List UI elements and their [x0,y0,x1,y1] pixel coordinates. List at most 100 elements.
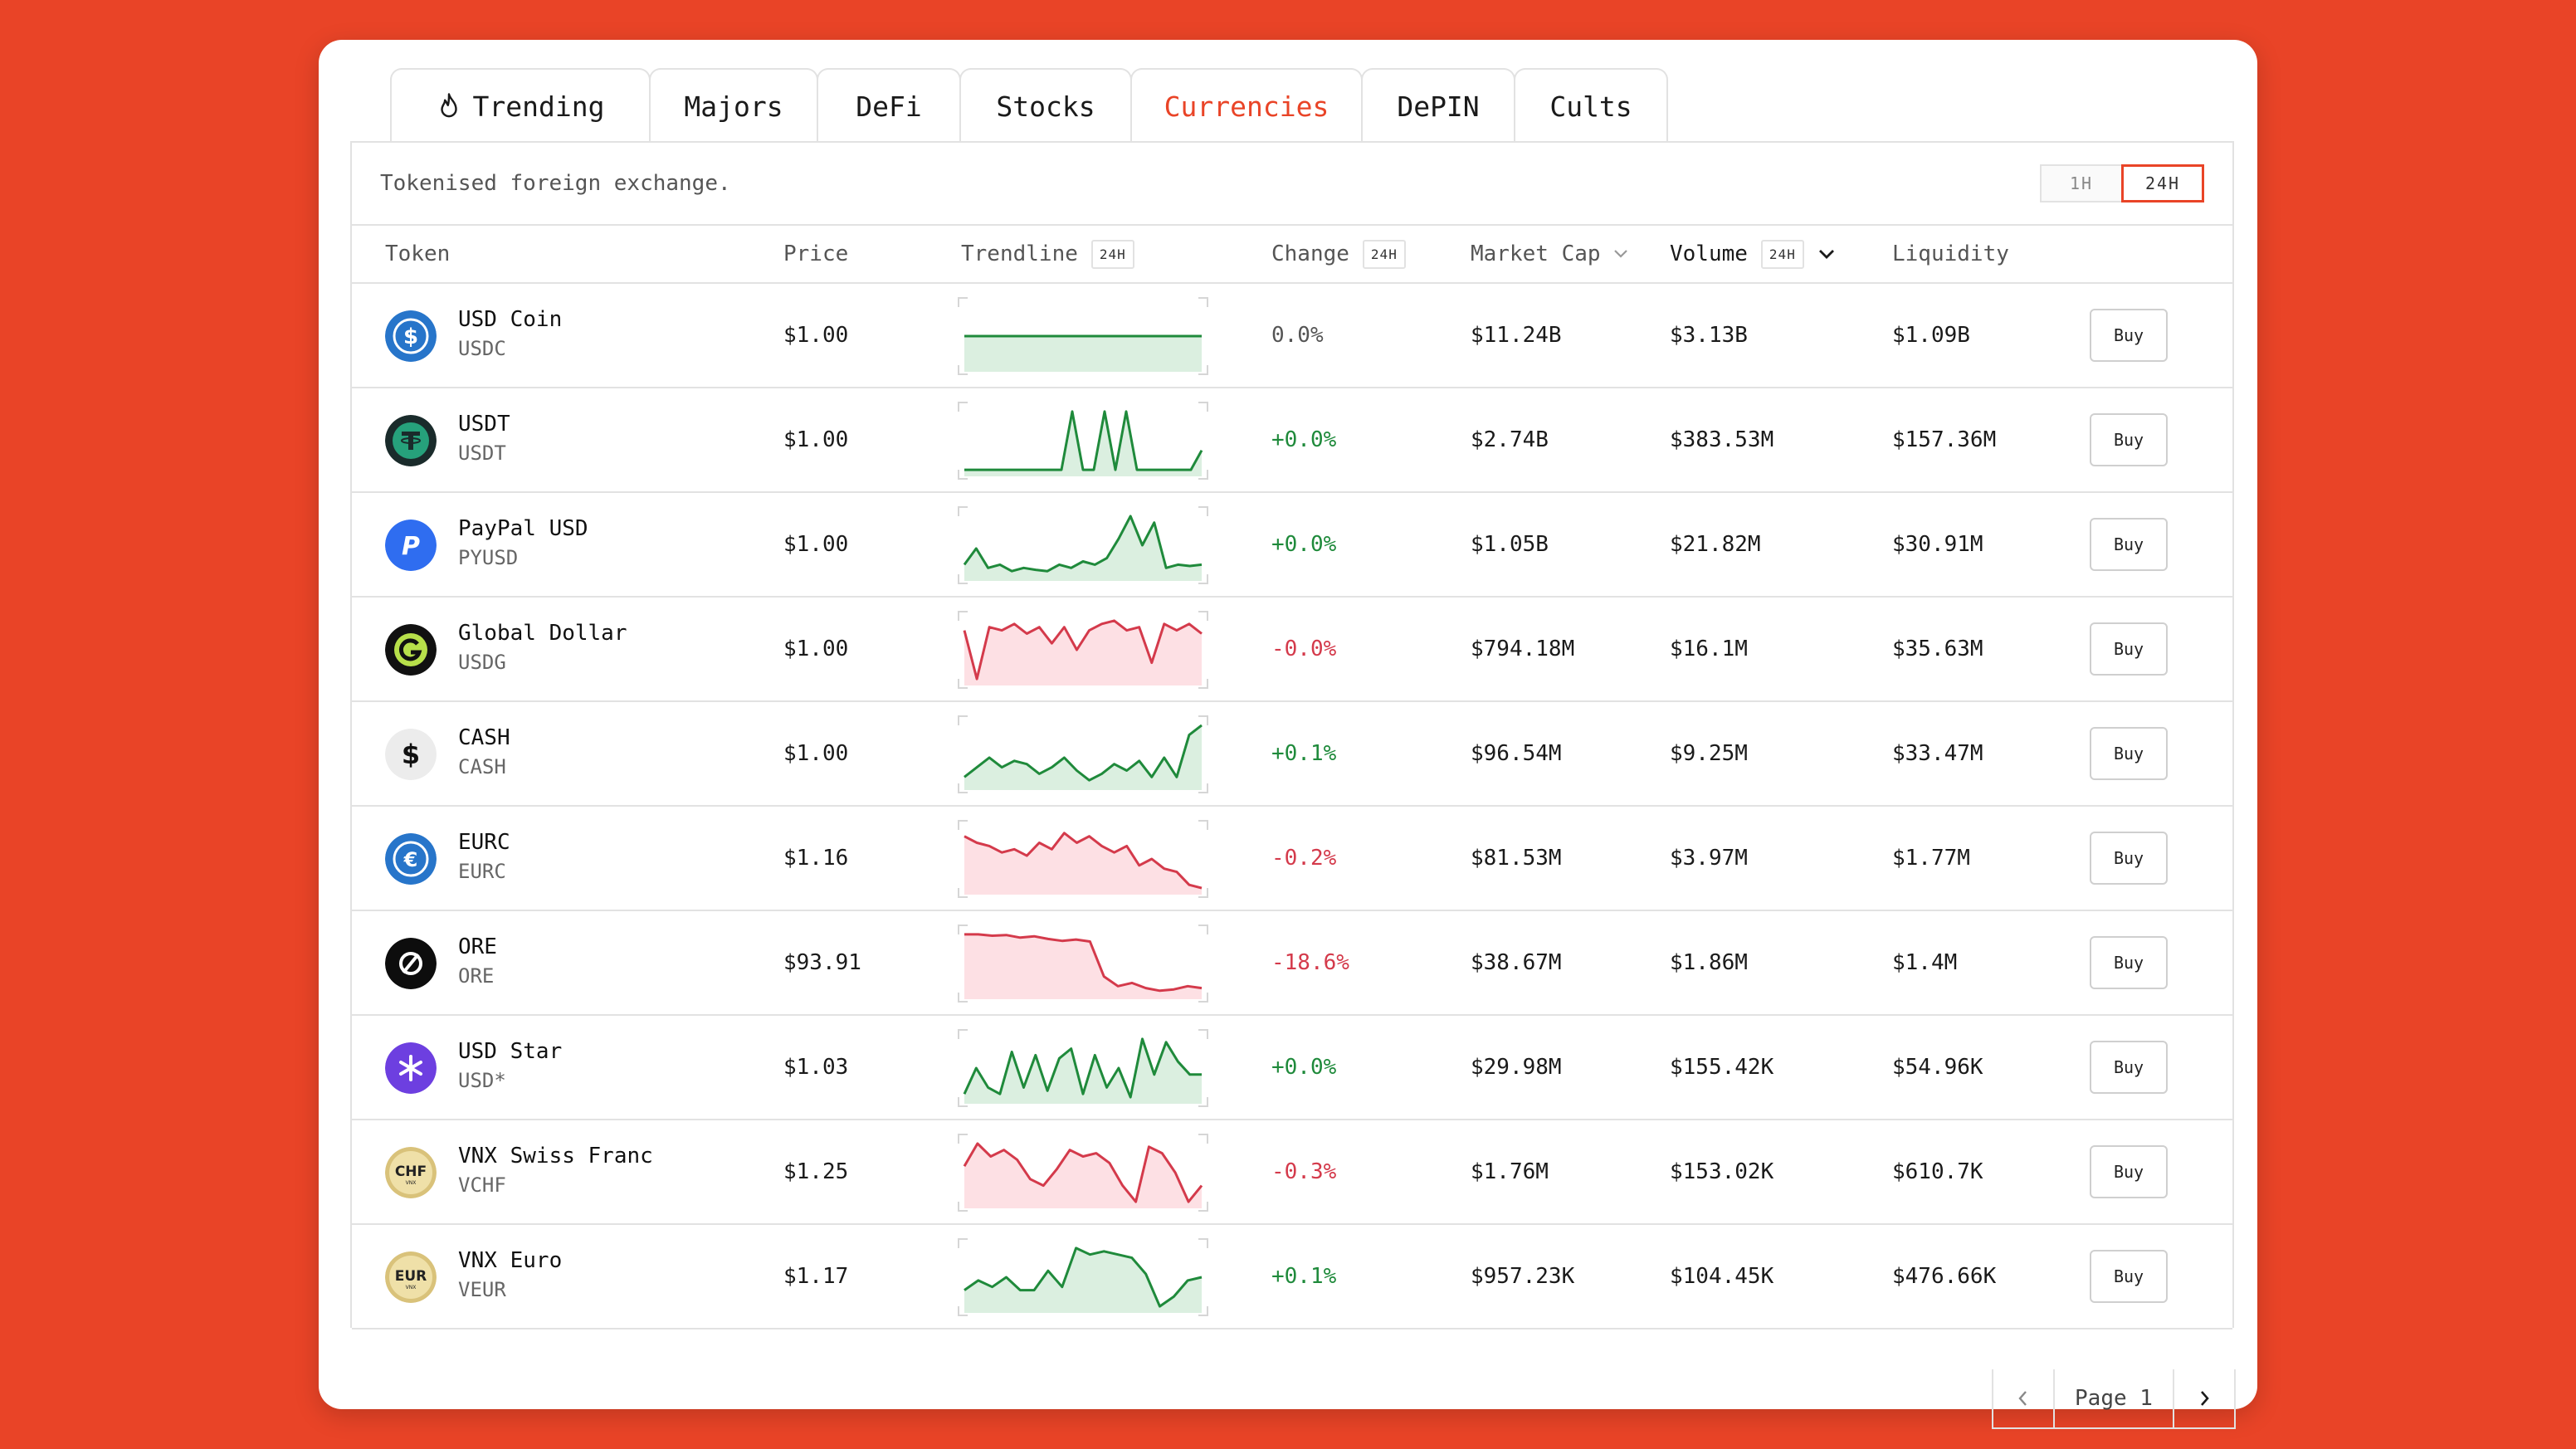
prev-page-button[interactable] [1993,1369,2053,1427]
tab-trending[interactable]: Trending [390,68,651,143]
sparkline-area [964,1143,1202,1208]
tab-cults[interactable]: Cults [1514,68,1668,143]
eurc-icon: € [385,833,437,885]
table-row[interactable]: $ USD Coin USDC $1.00 0.0% $11.24B $3.13… [352,284,2232,388]
svg-text:EUR: EUR [395,1268,427,1285]
trendline-sparkline [958,1134,1208,1212]
token-market-cap: $29.98M [1471,1055,1562,1080]
col-volume[interactable]: Volume 24H [1670,239,1836,269]
currencies-card: Trending Majors DeFi Stocks Currencies D… [319,40,2257,1429]
svg-text:CHF: CHF [395,1164,427,1180]
tab-label: Currencies [1164,90,1329,123]
token-liquidity: $610.7K [1892,1159,1983,1184]
buy-button[interactable]: Buy [2090,518,2168,571]
tab-depin[interactable]: DePIN [1361,68,1515,143]
sparkline-line [963,1142,1203,1203]
tab-defi[interactable]: DeFi [817,68,961,143]
token-price: $1.25 [783,1159,849,1184]
tab-currencies[interactable]: Currencies [1130,68,1363,143]
sparkline-chart [958,925,1208,1003]
category-tabs: Trending Majors DeFi Stocks Currencies D… [390,68,1668,143]
table-row[interactable]: € EURC EURC $1.16 -0.2% $81.53M $3.97M $… [352,807,2232,911]
table-row[interactable]: P PayPal USD PYUSD $1.00 +0.0% $1.05B $2… [352,493,2232,598]
trendline-sparkline [958,925,1208,1003]
buy-button[interactable]: Buy [2090,1041,2168,1094]
sparkline-chart [958,402,1208,480]
table-row[interactable]: CHF VNX VNX Swiss Franc VCHF $1.25 -0.3% … [352,1120,2232,1225]
sparkline-frame [958,1238,1208,1316]
timeframe-24h[interactable]: 24H [2121,164,2204,202]
flame-icon [437,92,461,120]
buy-button[interactable]: Buy [2090,832,2168,885]
sparkline-area [964,336,1202,372]
token-change: -0.2% [1271,846,1337,871]
page-indicator: Page 1 [2053,1369,2174,1427]
col-market-cap-label: Market Cap [1471,242,1601,266]
trendline-sparkline [958,297,1208,375]
buy-button[interactable]: Buy [2090,936,2168,989]
tab-label: Cults [1549,90,1632,123]
table-row[interactable]: $ CASH CASH $1.00 +0.1% $96.54M $9.25M $… [352,702,2232,807]
trendline-sparkline [958,715,1208,793]
col-token: Token [385,242,451,266]
buy-button[interactable]: Buy [2090,1145,2168,1198]
col-price: Price [783,242,849,266]
sparkline-area [964,934,1202,999]
token-name: VNX Swiss Franc [458,1144,653,1168]
buy-button[interactable]: Buy [2090,1250,2168,1303]
token-name: PayPal USD [458,516,588,541]
panel-header: Tokenised foreign exchange. 1H 24H [352,143,2232,226]
buy-button[interactable]: Buy [2090,727,2168,780]
token-market-cap: $81.53M [1471,846,1562,871]
token-price: $1.00 [783,741,849,766]
svg-text:VNX: VNX [406,1285,417,1290]
sparkline-chart [958,820,1208,898]
cash-icon: $ [385,729,437,780]
token-volume: $16.1M [1670,637,1748,661]
tab-label: Stocks [996,90,1095,123]
token-liquidity: $157.36M [1892,427,1997,452]
token-table-panel: Tokenised foreign exchange. 1H 24H Token… [350,141,2234,1329]
token-volume: $1.86M [1670,950,1748,975]
buy-button[interactable]: Buy [2090,413,2168,466]
token-name: EURC [458,830,510,855]
next-page-button[interactable] [2174,1369,2234,1427]
token-change: 0.0% [1271,323,1324,348]
tab-stocks[interactable]: Stocks [959,68,1132,143]
table-row[interactable]: Global Dollar USDG $1.00 -0.0% $794.18M … [352,598,2232,702]
token-volume: $104.45K [1670,1264,1774,1289]
sparkline-chart [958,297,1208,375]
token-price: $1.00 [783,532,849,557]
buy-button[interactable]: Buy [2090,309,2168,362]
svg-text:VNX: VNX [406,1180,417,1186]
col-market-cap[interactable]: Market Cap [1471,242,1629,266]
table-row[interactable]: EUR VNX VNX Euro VEUR $1.17 +0.1% $957.23… [352,1225,2232,1329]
panel-subtitle: Tokenised foreign exchange. [380,171,731,196]
token-rows: $ USD Coin USDC $1.00 0.0% $11.24B $3.13… [352,284,2232,1329]
buy-button[interactable]: Buy [2090,622,2168,676]
token-market-cap: $38.67M [1471,950,1562,975]
trendline-sparkline [958,1029,1208,1107]
col-change: Change 24H [1271,239,1406,269]
sparkline-area [964,515,1202,581]
token-price: $1.16 [783,846,849,871]
table-row[interactable]: USDT USDT $1.00 +0.0% $2.74B $383.53M $1… [352,388,2232,493]
token-symbol: PYUSD [458,546,519,569]
svg-text:€: € [403,848,418,871]
usdg-icon [385,624,437,676]
token-name: Global Dollar [458,621,627,646]
sparkline-line [964,410,1203,471]
table-row[interactable]: ORE ORE $93.91 -18.6% $38.67M $1.86M $1.… [352,911,2232,1016]
veur-icon: EUR VNX [385,1251,437,1303]
timeframe-1h[interactable]: 1H [2040,164,2123,202]
token-symbol: USD* [458,1069,506,1092]
token-volume: $155.42K [1670,1055,1774,1080]
table-row[interactable]: USD Star USD* $1.03 +0.0% $29.98M $155.4… [352,1016,2232,1120]
token-name: USDT [458,412,510,437]
token-liquidity: $476.66K [1892,1264,1997,1289]
tab-majors[interactable]: Majors [649,68,818,143]
sparkline-line [964,832,1203,890]
token-market-cap: $1.76M [1471,1159,1549,1184]
token-market-cap: $957.23K [1471,1264,1575,1289]
token-symbol: ORE [458,964,495,988]
